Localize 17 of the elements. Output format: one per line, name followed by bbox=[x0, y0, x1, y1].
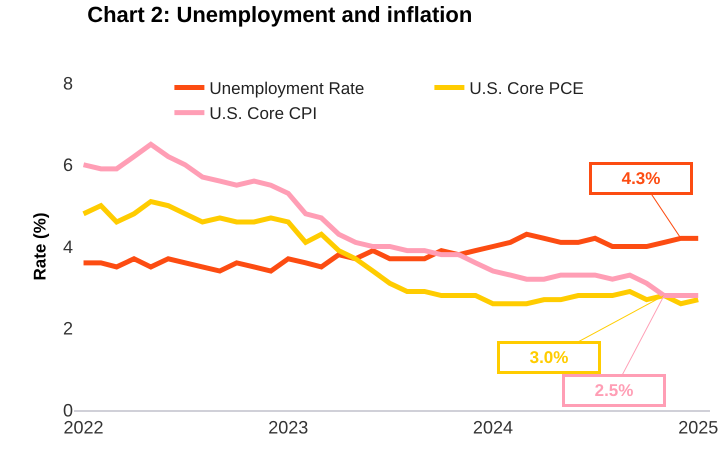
x-tick-label: 2025 bbox=[678, 418, 718, 438]
legend-label: U.S. Core CPI bbox=[209, 104, 318, 124]
x-tick-label: 2022 bbox=[64, 418, 104, 438]
x-tick-label: 2023 bbox=[268, 418, 308, 438]
annotation: 4.3% bbox=[622, 169, 660, 188]
legend-label: Unemployment Rate bbox=[209, 79, 364, 98]
annotation: 2.5% bbox=[594, 381, 634, 400]
x-tick-label: 2024 bbox=[472, 418, 513, 438]
legend-label: U.S. Core PCE bbox=[469, 79, 584, 98]
y-tick-label: 2 bbox=[62, 318, 73, 339]
y-tick-label: 8 bbox=[62, 73, 73, 94]
y-tick-label: 4 bbox=[62, 236, 73, 257]
annotation: 3.0% bbox=[530, 348, 568, 367]
y-axis-title: Rate (%) bbox=[30, 212, 50, 281]
y-tick-label: 0 bbox=[62, 400, 73, 420]
chart-title: Chart 2: Unemployment and inflation bbox=[87, 2, 472, 28]
y-tick-label: 6 bbox=[62, 155, 73, 176]
